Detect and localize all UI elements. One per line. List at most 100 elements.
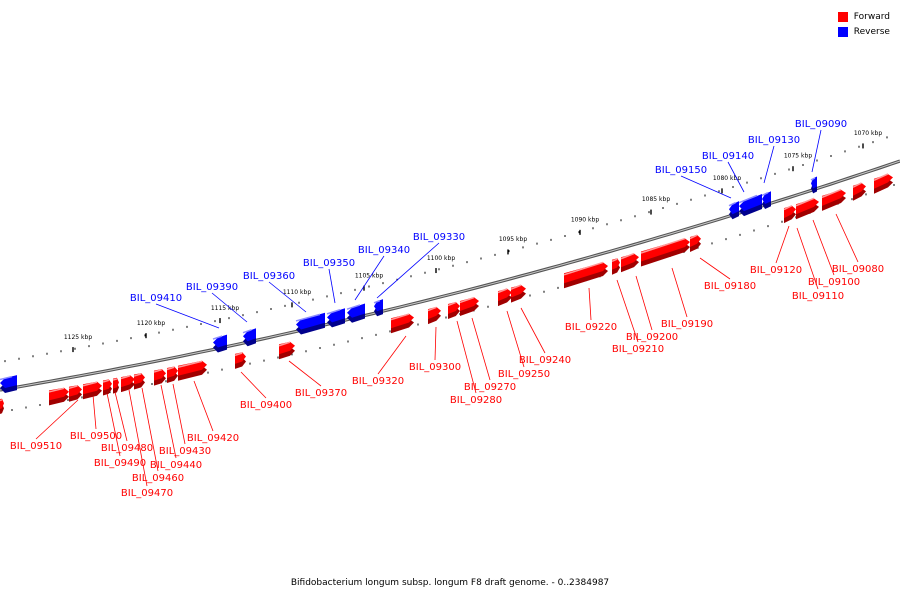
undefined[interactable] <box>821 188 846 211</box>
leader-bil-09210 <box>616 279 639 343</box>
undefined[interactable] <box>0 398 4 414</box>
feature-highlight <box>821 188 842 199</box>
gene-label-bil-09510[interactable]: BIL_09510 <box>10 441 62 452</box>
undefined[interactable] <box>166 366 178 384</box>
gene-label-bil-09110[interactable]: BIL_09110 <box>792 291 844 302</box>
undefined[interactable] <box>177 360 207 381</box>
gene-label-bil-09470[interactable]: BIL_09470 <box>121 488 173 499</box>
undefined[interactable] <box>640 237 690 267</box>
legend-item-reverse: Reverse <box>837 24 890 39</box>
undefined[interactable] <box>82 381 102 400</box>
undefined[interactable] <box>761 191 771 209</box>
feature-body <box>113 377 119 389</box>
undefined[interactable] <box>459 296 479 316</box>
undefined[interactable] <box>212 334 227 353</box>
gene-label-bil-09340[interactable]: BIL_09340 <box>358 245 410 256</box>
gene-label-bil-09480[interactable]: BIL_09480 <box>101 443 153 454</box>
undefined[interactable] <box>497 288 512 307</box>
feature-highlight <box>0 375 13 381</box>
feature-highlight <box>761 191 769 197</box>
gene-label-bil-09490[interactable]: BIL_09490 <box>94 458 146 469</box>
undefined[interactable] <box>278 341 295 360</box>
leader-bil-09080 <box>835 213 859 263</box>
undefined[interactable] <box>427 306 441 325</box>
gene-label-bil-09080[interactable]: BIL_09080 <box>832 264 884 275</box>
undefined[interactable] <box>326 308 345 328</box>
undefined[interactable] <box>373 299 383 317</box>
undefined[interactable] <box>447 301 460 319</box>
undefined[interactable] <box>783 205 796 224</box>
undefined[interactable] <box>738 194 762 217</box>
gene-label-bil-09300[interactable]: BIL_09300 <box>409 362 461 373</box>
gene-label-bil-09440[interactable]: BIL_09440 <box>150 460 202 471</box>
gene-labels: BIL_09080 BIL_09090 BIL_09100 BIL_09110 BIL_… <box>10 119 884 499</box>
gene-label-bil-09180[interactable]: BIL_09180 <box>704 281 756 292</box>
gene-label-bil-09240[interactable]: BIL_09240 <box>519 355 571 366</box>
undefined[interactable] <box>153 368 166 386</box>
feature-body <box>564 262 608 284</box>
label-leader-lines <box>35 129 859 487</box>
feature-body <box>213 334 227 348</box>
gene-label-bil-09410[interactable]: BIL_09410 <box>130 293 182 304</box>
gene-label-bil-09090[interactable]: BIL_09090 <box>795 119 847 130</box>
gene-label-bil-09210[interactable]: BIL_09210 <box>612 344 664 355</box>
undefined[interactable] <box>48 387 69 406</box>
gene-label-bil-09280[interactable]: BIL_09280 <box>450 395 502 406</box>
undefined[interactable] <box>852 182 866 201</box>
undefined[interactable] <box>810 176 817 194</box>
undefined[interactable] <box>68 385 82 402</box>
gene-label-bil-09420[interactable]: BIL_09420 <box>187 433 239 444</box>
undefined[interactable] <box>620 252 639 273</box>
gene-label-bil-09120[interactable]: BIL_09120 <box>750 265 802 276</box>
undefined[interactable] <box>120 375 135 393</box>
undefined[interactable] <box>510 284 526 303</box>
undefined[interactable] <box>295 312 325 335</box>
feature-body <box>811 176 817 189</box>
leader-bil-09320 <box>377 335 407 375</box>
gene-label-bil-09390[interactable]: BIL_09390 <box>186 282 238 293</box>
undefined[interactable] <box>689 234 701 252</box>
leader-bil-09130 <box>763 145 775 184</box>
undefined[interactable] <box>346 303 365 323</box>
undefined[interactable] <box>795 197 819 220</box>
gene-label-bil-09430[interactable]: BIL_09430 <box>159 446 211 457</box>
leader-bil-09120 <box>775 225 790 264</box>
leader-bil-09420 <box>193 380 214 432</box>
undefined[interactable] <box>390 313 414 334</box>
leader-bil-09220 <box>588 287 592 321</box>
undefined[interactable] <box>133 373 145 390</box>
leader-bil-09150 <box>680 175 732 199</box>
gene-label-bil-09150[interactable]: BIL_09150 <box>655 165 707 176</box>
undefined[interactable] <box>873 173 893 194</box>
gene-label-bil-09330[interactable]: BIL_09330 <box>413 232 465 243</box>
gene-label-bil-09350[interactable]: BIL_09350 <box>303 258 355 269</box>
leader-bil-09460 <box>141 387 159 472</box>
gene-label-bil-09190[interactable]: BIL_09190 <box>661 319 713 330</box>
leader-bil-09300 <box>434 326 437 361</box>
undefined[interactable] <box>234 352 246 369</box>
undefined[interactable] <box>112 377 119 394</box>
gene-label-bil-09460[interactable]: BIL_09460 <box>132 473 184 484</box>
undefined[interactable] <box>611 258 620 275</box>
gene-label-bil-09320[interactable]: BIL_09320 <box>352 376 404 387</box>
gene-label-bil-09200[interactable]: BIL_09200 <box>626 332 678 343</box>
gene-label-bil-09500[interactable]: BIL_09500 <box>70 431 122 442</box>
scale-label: 1115 kbp <box>211 305 239 312</box>
gene-label-bil-09100[interactable]: BIL_09100 <box>808 277 860 288</box>
undefined[interactable] <box>242 328 256 347</box>
gene-label-bil-09270[interactable]: BIL_09270 <box>464 382 516 393</box>
gene-label-bil-09360[interactable]: BIL_09360 <box>243 271 295 282</box>
gene-label-bil-09400[interactable]: BIL_09400 <box>240 400 292 411</box>
undefined[interactable] <box>728 201 739 220</box>
undefined[interactable] <box>563 261 608 289</box>
gene-label-bil-09370[interactable]: BIL_09370 <box>295 388 347 399</box>
gene-label-bil-09220[interactable]: BIL_09220 <box>565 322 617 333</box>
scale-label: 1105 kbp <box>355 272 383 279</box>
gene-label-bil-09250[interactable]: BIL_09250 <box>498 369 550 380</box>
gene-label-bil-09130[interactable]: BIL_09130 <box>748 135 800 146</box>
undefined[interactable] <box>0 375 17 393</box>
gene-label-bil-09140[interactable]: BIL_09140 <box>702 151 754 162</box>
undefined[interactable] <box>102 379 112 396</box>
